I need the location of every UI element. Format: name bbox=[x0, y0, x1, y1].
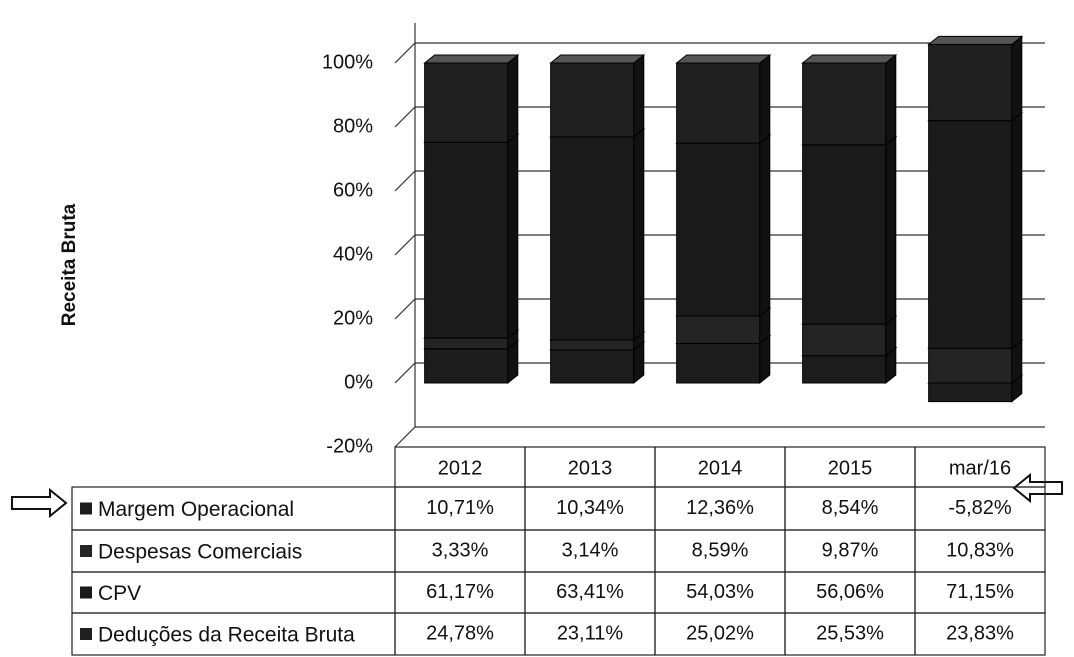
bar-face bbox=[802, 62, 887, 146]
arrow-right bbox=[1012, 472, 1063, 504]
bar-face bbox=[424, 62, 509, 143]
bar-face bbox=[633, 53, 645, 138]
grid-line bbox=[394, 426, 1045, 448]
bar-face bbox=[676, 315, 761, 344]
bar-face bbox=[549, 54, 646, 64]
value-label: 10,83% bbox=[946, 539, 1014, 561]
bar-face bbox=[550, 339, 635, 351]
value-label: 54,03% bbox=[686, 581, 754, 603]
bar-face bbox=[550, 62, 635, 138]
y-axis-label: Receita Bruta bbox=[59, 203, 80, 326]
bar bbox=[675, 53, 772, 145]
bar-face bbox=[507, 133, 519, 340]
value-label: 3,14% bbox=[562, 539, 619, 561]
bar-face bbox=[507, 53, 519, 144]
bar-face bbox=[928, 43, 1013, 122]
value-label: 63,41% bbox=[556, 581, 624, 603]
bar-face bbox=[802, 323, 887, 357]
value-label: 8,54% bbox=[822, 497, 879, 519]
bar bbox=[927, 35, 1024, 122]
grid-line bbox=[394, 42, 1045, 64]
bar-face bbox=[801, 54, 898, 64]
value-label: 9,87% bbox=[822, 539, 879, 561]
value-label: 56,06% bbox=[816, 581, 884, 603]
bar-face bbox=[928, 382, 1013, 403]
y-tick-label: 60% bbox=[333, 179, 373, 201]
value-label: 24,78% bbox=[426, 622, 494, 644]
bar-face bbox=[633, 127, 645, 341]
value-label: 3,33% bbox=[432, 539, 489, 561]
column-header: 2012 bbox=[438, 457, 483, 479]
bar bbox=[549, 53, 646, 138]
column-header: 2015 bbox=[828, 457, 873, 479]
legend-label: Margem Operacional bbox=[98, 498, 294, 521]
arrow-left bbox=[11, 487, 68, 519]
value-label: 25,02% bbox=[686, 622, 754, 644]
value-label: 25,53% bbox=[816, 622, 884, 644]
value-label: 10,34% bbox=[556, 497, 624, 519]
value-label: 12,36% bbox=[686, 497, 754, 519]
bar-face bbox=[550, 136, 635, 341]
bar bbox=[675, 134, 772, 318]
bar bbox=[549, 127, 646, 341]
value-label: 23,11% bbox=[557, 622, 624, 644]
bar-face bbox=[676, 142, 761, 317]
bar-face bbox=[928, 347, 1013, 384]
column-header: mar/16 bbox=[949, 457, 1011, 479]
bar bbox=[423, 133, 520, 340]
value-label: 23,83% bbox=[946, 622, 1014, 644]
bar bbox=[801, 135, 898, 326]
column-header: 2014 bbox=[698, 457, 743, 479]
value-label: -5,82% bbox=[948, 497, 1012, 519]
bar-face bbox=[759, 53, 771, 145]
bar-face bbox=[927, 35, 1024, 45]
legend-label: Despesas Comerciais bbox=[98, 541, 302, 564]
y-tick-label: 0% bbox=[344, 371, 373, 393]
bar-face bbox=[885, 53, 897, 146]
bar-face bbox=[802, 144, 887, 325]
y-tick-label: 20% bbox=[333, 307, 373, 329]
bar-face bbox=[885, 135, 897, 326]
y-tick-label: 100% bbox=[322, 51, 373, 73]
legend-swatch bbox=[80, 628, 92, 640]
bar-face bbox=[424, 141, 509, 339]
legend-swatch bbox=[80, 545, 92, 557]
y-tick-label: 80% bbox=[333, 115, 373, 137]
bar-face bbox=[1011, 111, 1023, 350]
table-cell bbox=[914, 612, 1046, 656]
bar bbox=[423, 339, 520, 385]
legend-label: Deduções da Receita Bruta bbox=[98, 624, 355, 647]
value-label: 71,15% bbox=[946, 581, 1014, 603]
y-tick-label: -20% bbox=[326, 435, 373, 457]
column-header: 2013 bbox=[568, 457, 613, 479]
bar bbox=[801, 53, 898, 146]
bar-face bbox=[550, 349, 635, 384]
bar-face bbox=[675, 54, 772, 64]
bar-face bbox=[802, 355, 887, 384]
legend-swatch bbox=[80, 586, 92, 599]
bar bbox=[927, 111, 1024, 350]
value-label: 10,71% bbox=[426, 497, 494, 519]
bar-face bbox=[928, 120, 1013, 349]
legend-swatch bbox=[80, 502, 92, 515]
bar-face bbox=[676, 342, 761, 384]
y-tick-label: 40% bbox=[333, 243, 373, 265]
bar-face bbox=[676, 62, 761, 144]
value-label: 61,17% bbox=[426, 581, 494, 603]
bar-face bbox=[424, 348, 509, 384]
bar-face bbox=[423, 54, 520, 64]
bar-face bbox=[1011, 35, 1023, 122]
legend-label: CPV bbox=[98, 582, 141, 605]
value-label: 8,59% bbox=[692, 539, 749, 561]
bar-face bbox=[424, 337, 509, 350]
bar bbox=[423, 53, 520, 144]
bar-face bbox=[759, 134, 771, 318]
